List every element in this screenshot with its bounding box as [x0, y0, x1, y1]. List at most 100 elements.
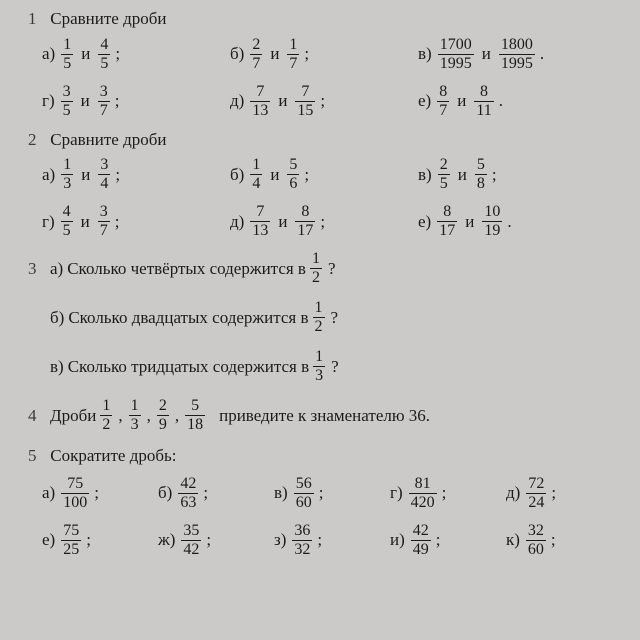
- item-label: в): [418, 45, 432, 64]
- punctuation: ;: [203, 484, 208, 503]
- item-label: д): [506, 484, 520, 503]
- fraction: 715: [295, 84, 315, 119]
- conjunction: и: [458, 166, 467, 185]
- fraction-denominator: 7: [287, 54, 299, 72]
- fraction-denominator: 2: [313, 317, 325, 335]
- punctuation: ;: [86, 531, 91, 550]
- fraction-denominator: 25: [61, 540, 81, 558]
- fraction-denominator: 11: [474, 101, 493, 119]
- question-line: в)Сколько тридцатых содержится в13?: [28, 349, 622, 384]
- punctuation: ;: [551, 531, 556, 550]
- compare-item: в)17001995и18001995.: [418, 37, 606, 72]
- fraction-denominator: 4: [250, 174, 262, 192]
- fraction-denominator: 13: [250, 221, 270, 239]
- compare-item: е)87и811.: [418, 84, 606, 119]
- item-label: а): [42, 166, 55, 185]
- fraction: 35: [61, 84, 73, 119]
- item-label: в): [418, 166, 432, 185]
- fraction: 37: [98, 204, 110, 239]
- fraction-numerator: 5: [287, 157, 299, 174]
- question-line: 3а)Сколько четвёртых содержится в12?: [28, 251, 622, 286]
- math-worksheet: 1 Сравните дроби а)15и45;б)27и17;в)17001…: [0, 0, 640, 584]
- comma: ,: [175, 407, 179, 426]
- fraction-numerator: 1: [250, 157, 262, 174]
- task-1-title: 1 Сравните дроби: [28, 10, 622, 29]
- fraction: 34: [98, 157, 110, 192]
- conjunction: и: [465, 213, 474, 232]
- fraction: 817: [295, 204, 315, 239]
- fraction-numerator: 10: [482, 204, 502, 221]
- item-label: в): [274, 484, 288, 503]
- compare-item: б)14и56;: [230, 157, 418, 192]
- reduce-item: з)3632;: [274, 523, 390, 558]
- punctuation: ;: [317, 531, 322, 550]
- fraction-numerator: 75: [65, 476, 85, 493]
- item-label: б): [50, 309, 64, 328]
- item-row: а)75100;б)4263;в)5660;г)81420;д)7224;: [28, 476, 622, 511]
- task-4: 4Дроби12,13,29,518приведите к знаменател…: [28, 398, 622, 433]
- fraction-denominator: 7: [98, 101, 110, 119]
- fraction-denominator: 13: [250, 101, 270, 119]
- conjunction: и: [270, 45, 279, 64]
- item-label: б): [158, 484, 172, 503]
- fraction-numerator: 75: [61, 523, 81, 540]
- conjunction: и: [81, 213, 90, 232]
- compare-item: д)713и817;: [230, 204, 418, 239]
- fraction-numerator: 36: [292, 523, 312, 540]
- item-label: а): [50, 260, 63, 279]
- conjunction: и: [482, 45, 491, 64]
- punctuation: ;: [304, 166, 309, 185]
- fraction-denominator: 1995: [438, 54, 474, 72]
- fraction-numerator: 8: [437, 84, 449, 101]
- task-title-text: Сократите дробь:: [50, 446, 176, 465]
- task-5: 5 Сократите дробь: а)75100;б)4263;в)5660…: [28, 447, 622, 558]
- fraction-numerator: 2: [438, 157, 450, 174]
- fraction-numerator: 42: [178, 476, 198, 493]
- reduce-item: в)5660;: [274, 476, 390, 511]
- compare-item: д)713и715;: [230, 84, 418, 119]
- task-title-text: Сравните дроби: [50, 9, 166, 28]
- fraction-denominator: 49: [411, 540, 431, 558]
- fraction-denominator: 17: [295, 221, 315, 239]
- task-5-title: 5 Сократите дробь:: [28, 447, 622, 466]
- punctuation: .: [507, 213, 511, 232]
- fraction: 3260: [526, 523, 546, 558]
- fraction-numerator: 56: [294, 476, 314, 493]
- fraction-denominator: 19: [482, 221, 502, 239]
- fraction-numerator: 81: [413, 476, 433, 493]
- fraction-denominator: 1995: [499, 54, 535, 72]
- punctuation: .: [540, 45, 544, 64]
- fraction: 518: [185, 398, 205, 433]
- fraction-denominator: 18: [185, 415, 205, 433]
- fraction: 81420: [409, 476, 437, 511]
- fraction: 4263: [178, 476, 198, 511]
- fraction: 17001995: [438, 37, 474, 72]
- fraction-denominator: 5: [438, 174, 450, 192]
- punctuation: ;: [319, 484, 324, 503]
- task-4-suffix: приведите к знаменателю 36.: [219, 407, 430, 426]
- item-row: г)35и37;д)713и715;е)87и811.: [28, 84, 622, 119]
- fraction-denominator: 100: [61, 493, 89, 511]
- fraction: 87: [437, 84, 449, 119]
- task-number: 3: [28, 260, 42, 279]
- task-number: 5: [28, 447, 42, 466]
- item-label: г): [42, 213, 55, 232]
- fraction-denominator: 5: [61, 101, 73, 119]
- item-label: г): [42, 92, 55, 111]
- punctuation: ;: [94, 484, 99, 503]
- task-2: 2 Сравните дроби а)13и34;б)14и56;в)25и58…: [28, 131, 622, 240]
- fraction: 17: [287, 37, 299, 72]
- item-label: з): [274, 531, 286, 550]
- fraction: 713: [250, 84, 270, 119]
- fraction-numerator: 1: [313, 349, 325, 366]
- task-1: 1 Сравните дроби а)15и45;б)27и17;в)17001…: [28, 10, 622, 119]
- item-label: к): [506, 531, 520, 550]
- compare-item: е)817и1019.: [418, 204, 606, 239]
- conjunction: и: [81, 166, 90, 185]
- fraction-numerator: 3: [98, 157, 110, 174]
- task-title-text: Сравните дроби: [50, 130, 166, 149]
- conjunction: и: [278, 92, 287, 111]
- item-label: б): [230, 45, 244, 64]
- fraction-numerator: 4: [98, 37, 110, 54]
- comma: ,: [118, 407, 122, 426]
